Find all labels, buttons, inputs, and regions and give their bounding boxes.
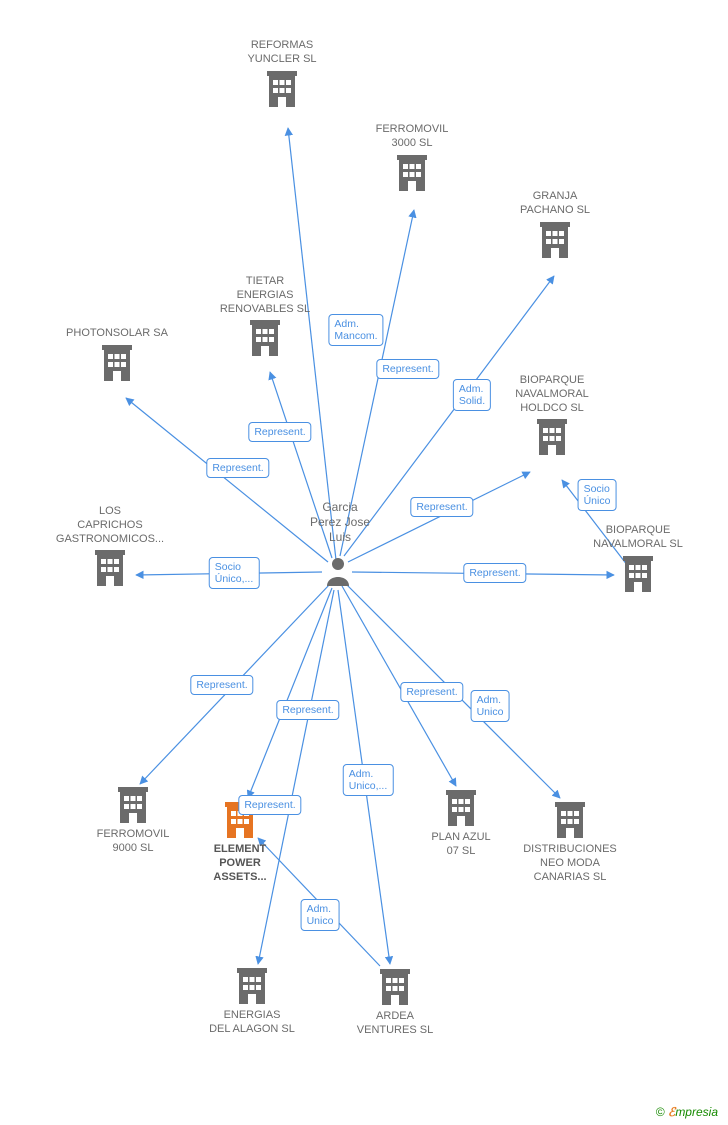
company-label: ELEMENT POWER ASSETS... (175, 843, 305, 884)
building-icon (487, 417, 617, 460)
edge-line (248, 588, 332, 798)
company-node-holdco[interactable]: BIOPARQUE NAVALMORAL HOLDCO SL (487, 374, 617, 460)
company-node-reformas[interactable]: REFORMAS YUNCLER SL (217, 39, 347, 112)
company-label: TIETAR ENERGIAS RENOVABLES SL (200, 275, 330, 316)
edge-label: Represent. (376, 359, 439, 379)
edge-label: Represent. (190, 675, 253, 695)
building-icon (200, 318, 330, 361)
company-label: FERROMOVIL 3000 SL (347, 123, 477, 151)
edge-label: Adm. Unico (471, 690, 510, 722)
company-node-photon[interactable]: PHOTONSOLAR SA (52, 327, 182, 386)
center-person-icon (325, 556, 351, 591)
building-icon (573, 554, 703, 597)
center-person-label: Garcia Perez Jose Luis (300, 500, 380, 545)
diagram-canvas: REFORMAS YUNCLER SL FERROMOVIL 3000 SL G… (0, 0, 728, 1125)
edge-label: Socio Único (578, 479, 617, 511)
copyright-notice: © ℰmpresia (656, 1105, 718, 1119)
edge-label: Adm. Solid. (453, 379, 491, 411)
building-icon (330, 967, 460, 1010)
building-icon (347, 153, 477, 196)
building-icon (217, 69, 347, 112)
company-node-energias[interactable]: ENERGIAS DEL ALAGON SL (187, 964, 317, 1037)
edge-label: Adm. Unico (301, 899, 340, 931)
company-label: ENERGIAS DEL ALAGON SL (187, 1009, 317, 1037)
company-node-ferromovil3[interactable]: FERROMOVIL 3000 SL (347, 123, 477, 196)
edge-label: Adm. Mancom. (328, 314, 383, 346)
edge-label: Represent. (206, 458, 269, 478)
company-label: ARDEA VENTURES SL (330, 1010, 460, 1038)
building-icon (45, 548, 175, 591)
company-label: PHOTONSOLAR SA (52, 327, 182, 341)
company-node-caprichos[interactable]: LOS CAPRICHOS GASTRONOMICOS... (45, 505, 175, 591)
company-node-distrib[interactable]: DISTRIBUCIONES NEO MODA CANARIAS SL (505, 798, 635, 884)
company-label: BIOPARQUE NAVALMORAL SL (573, 524, 703, 552)
building-icon (505, 800, 635, 843)
edge-label: Represent. (400, 682, 463, 702)
edge-label: Represent. (248, 422, 311, 442)
company-label: GRANJA PACHANO SL (490, 190, 620, 218)
building-icon (187, 966, 317, 1009)
edge-label: Represent. (410, 497, 473, 517)
edge-label: Represent. (276, 700, 339, 720)
company-label: DISTRIBUCIONES NEO MODA CANARIAS SL (505, 843, 635, 884)
company-label: REFORMAS YUNCLER SL (217, 39, 347, 67)
edge-label: Represent. (463, 563, 526, 583)
company-node-granja[interactable]: GRANJA PACHANO SL (490, 190, 620, 263)
edge-label: Adm. Unico,... (343, 764, 394, 796)
company-node-ardea[interactable]: ARDEA VENTURES SL (330, 965, 460, 1038)
building-icon (490, 220, 620, 263)
edge-label: Socio Único,... (209, 557, 260, 589)
company-label: LOS CAPRICHOS GASTRONOMICOS... (45, 505, 175, 546)
company-label: BIOPARQUE NAVALMORAL HOLDCO SL (487, 374, 617, 415)
company-node-navalmoral[interactable]: BIOPARQUE NAVALMORAL SL (573, 524, 703, 597)
building-icon (52, 343, 182, 386)
company-node-tietar[interactable]: TIETAR ENERGIAS RENOVABLES SL (200, 275, 330, 361)
edge-label: Represent. (238, 795, 301, 815)
